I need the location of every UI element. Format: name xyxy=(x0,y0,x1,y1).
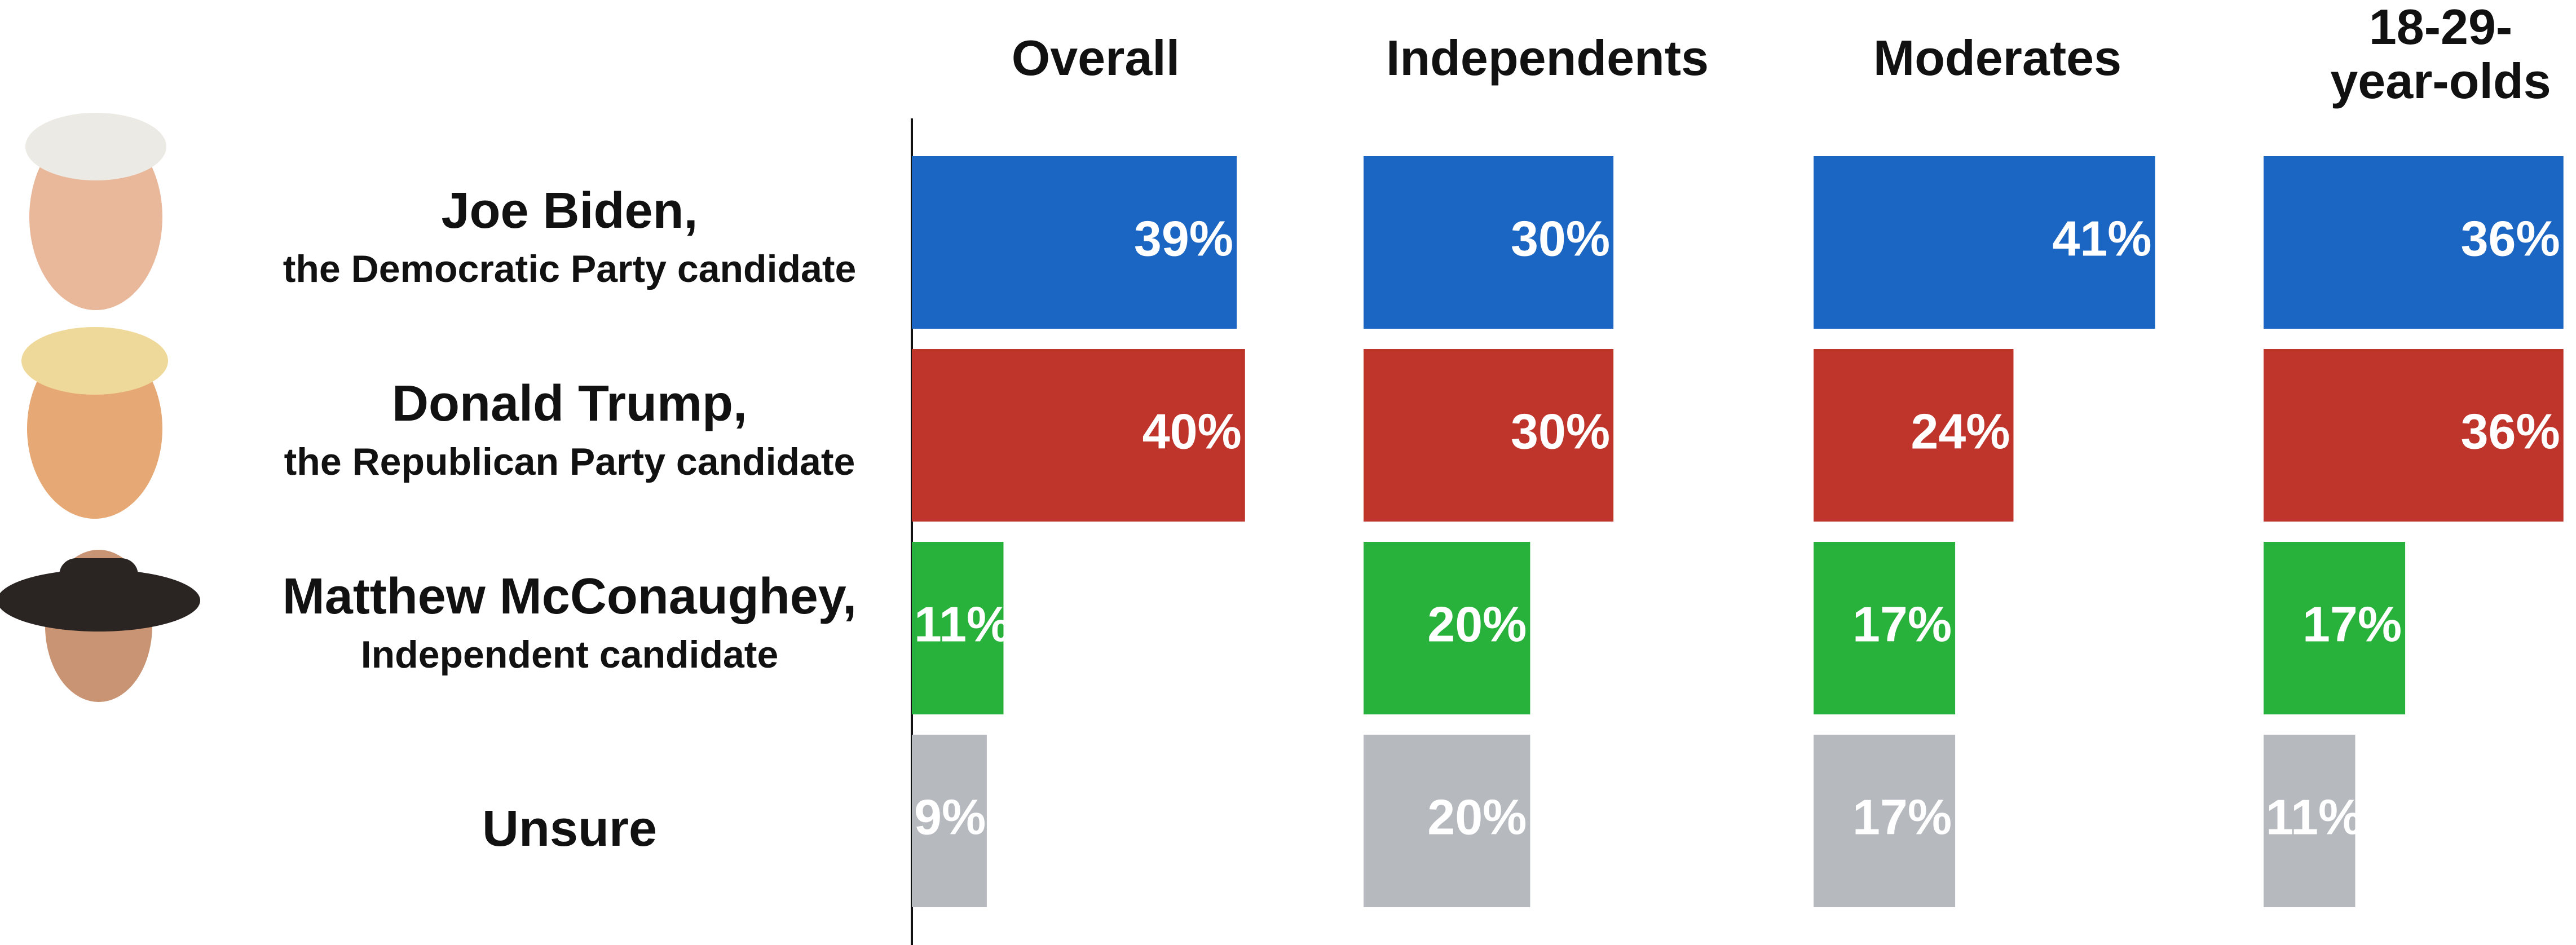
face-mcconaughey xyxy=(0,550,200,702)
value-label: 30% xyxy=(1511,403,1610,459)
value-label: 24% xyxy=(1911,403,2010,459)
category-label: Donald Trump, xyxy=(392,376,747,432)
bar xyxy=(1814,735,1956,907)
bar xyxy=(1364,156,1614,329)
category-label: Joe Biden, xyxy=(441,183,698,239)
panel-title: Independents xyxy=(1386,30,1709,86)
panel-title: Overall xyxy=(1011,30,1180,86)
value-label: 40% xyxy=(1143,403,1242,459)
value-label: 17% xyxy=(2302,596,2402,652)
bar xyxy=(1814,542,1956,714)
bar xyxy=(1364,349,1614,522)
value-label: 36% xyxy=(2461,403,2560,459)
category-label: Unsure xyxy=(482,801,657,857)
category-subtitle: the Democratic Party candidate xyxy=(283,248,857,290)
value-label: 11% xyxy=(2266,789,2362,845)
category-label: Matthew McConaughey, xyxy=(283,568,857,625)
value-label: 11% xyxy=(914,596,1011,652)
value-label: 39% xyxy=(1134,210,1233,266)
category-subtitle: the Republican Party candidate xyxy=(284,440,855,483)
bar xyxy=(912,156,1237,329)
value-label: 17% xyxy=(1852,596,1952,652)
value-label: 9% xyxy=(914,789,986,845)
bar xyxy=(912,735,987,907)
bar xyxy=(1364,542,1530,714)
value-label: 20% xyxy=(1427,596,1527,652)
bar xyxy=(2264,156,2564,329)
panel-title: 18-29- year-olds xyxy=(2330,0,2551,109)
bar xyxy=(1814,156,2155,329)
bar xyxy=(912,349,1245,522)
value-label: 20% xyxy=(1427,789,1527,845)
face-trump xyxy=(21,327,168,519)
category-subtitle: Independent candidate xyxy=(361,633,779,676)
bar xyxy=(2264,542,2406,714)
bar xyxy=(2264,349,2564,522)
value-label: 36% xyxy=(2461,210,2560,266)
value-label: 30% xyxy=(1511,210,1610,266)
bar xyxy=(1364,735,1530,907)
bar xyxy=(912,542,1004,714)
value-label: 41% xyxy=(2052,210,2151,266)
bar xyxy=(1814,349,2014,522)
bar xyxy=(2264,735,2356,907)
face-biden xyxy=(25,113,166,310)
value-label: 17% xyxy=(1852,789,1952,845)
panel-title: Moderates xyxy=(1873,30,2122,86)
